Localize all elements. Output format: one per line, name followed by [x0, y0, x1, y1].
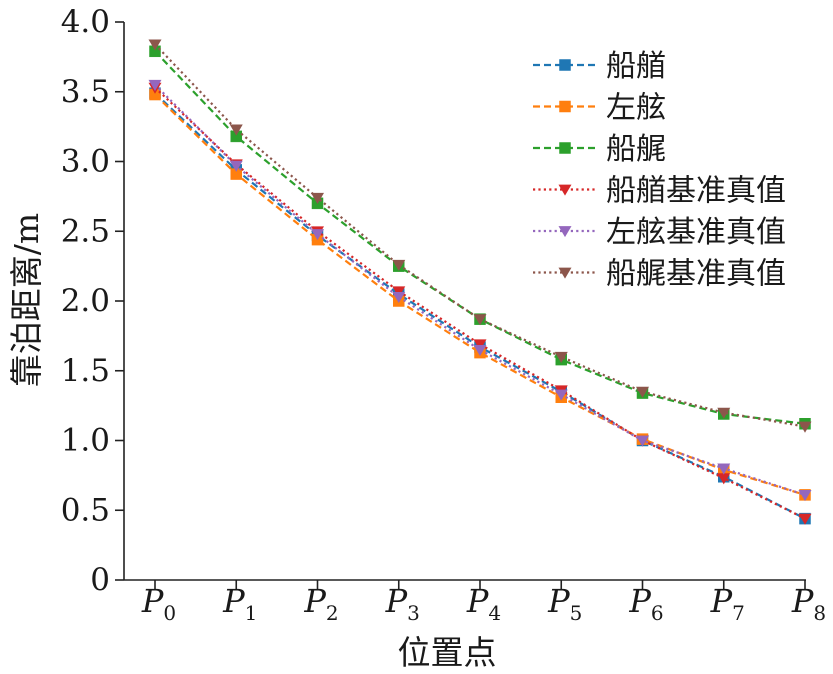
axes: 0 0.5 1.0 1.5 2.0 2.5 3.0 3.5 4.0 P0 P1 P2 P3 P4 P5 P6 P… — [61, 4, 826, 625]
legend-label: 左舷 — [606, 91, 666, 126]
data-point — [554, 389, 568, 401]
data-point — [148, 39, 162, 51]
data-point — [392, 286, 406, 298]
x-tick-label: P3 — [385, 582, 420, 625]
legend-item: 船艉 — [533, 132, 666, 167]
series-line — [154, 86, 806, 520]
data-point — [473, 339, 487, 351]
y-tick-label: 0.5 — [61, 492, 110, 528]
legend-marker — [558, 226, 572, 238]
data-point — [229, 160, 243, 172]
legend-marker — [559, 59, 571, 71]
y-tick-label: 1.5 — [61, 353, 110, 389]
series-4 — [148, 82, 812, 525]
x-tick-label: P7 — [710, 582, 745, 625]
data-point — [311, 229, 324, 241]
legend-marker — [559, 100, 571, 113]
data-point — [798, 421, 812, 433]
legend-marker — [559, 142, 571, 154]
legend-label: 船艏基准真值 — [606, 174, 786, 209]
x-axis-title: 位置点 — [398, 633, 497, 672]
data-point — [798, 513, 812, 525]
y-tick-label: 3.5 — [61, 74, 110, 110]
data-point — [717, 407, 731, 419]
data-point — [392, 259, 406, 271]
data-point — [636, 435, 649, 447]
legend-item: 船艏基准真值 — [533, 174, 786, 209]
y-tick-label: 1.0 — [61, 423, 110, 459]
legend-item: 左舷基准真值 — [533, 215, 786, 250]
data-point — [473, 344, 487, 356]
legend-marker — [558, 267, 572, 279]
data-point — [311, 192, 324, 204]
data-point — [717, 473, 731, 485]
x-tick-label: P6 — [628, 582, 663, 625]
legend-item: 左舷 — [533, 91, 666, 126]
data-point — [636, 386, 649, 398]
series-2 — [149, 88, 811, 501]
legend-label: 船艏 — [606, 49, 666, 84]
legend-label: 船艉 — [606, 132, 666, 167]
y-tick-label: 4.0 — [61, 4, 110, 40]
legend-label: 左舷基准真值 — [606, 215, 786, 250]
y-tick-label: 2.0 — [61, 283, 110, 319]
y-tick-label: 2.5 — [61, 213, 110, 249]
y-tick-label: 3.0 — [61, 144, 110, 180]
x-tick-label: P4 — [466, 582, 501, 625]
y-tick-label: 0 — [90, 562, 110, 598]
data-point — [229, 124, 243, 136]
series-5 — [148, 79, 812, 502]
x-tick-label: P5 — [547, 582, 582, 625]
data-point — [473, 314, 487, 326]
x-tick-label: P1 — [222, 582, 257, 625]
series-6 — [148, 39, 812, 433]
legend-label: 船艉基准真值 — [606, 257, 786, 292]
legend-item: 船艉基准真值 — [533, 257, 786, 292]
x-tick-label: P2 — [303, 582, 338, 625]
data-point — [392, 291, 406, 303]
y-axis-title: 靠泊距离/m — [7, 213, 46, 387]
data-point — [798, 490, 812, 502]
data-point — [554, 351, 568, 363]
series-layer — [148, 39, 812, 525]
series-line — [154, 93, 806, 496]
series-line — [154, 92, 806, 520]
legend-marker — [558, 184, 572, 196]
series-1 — [149, 87, 811, 525]
legend-item: 船艏 — [533, 49, 666, 84]
data-point — [148, 79, 162, 91]
x-tick-label: P0 — [141, 582, 176, 625]
data-point — [717, 463, 731, 475]
x-tick-label: P8 — [791, 582, 826, 625]
